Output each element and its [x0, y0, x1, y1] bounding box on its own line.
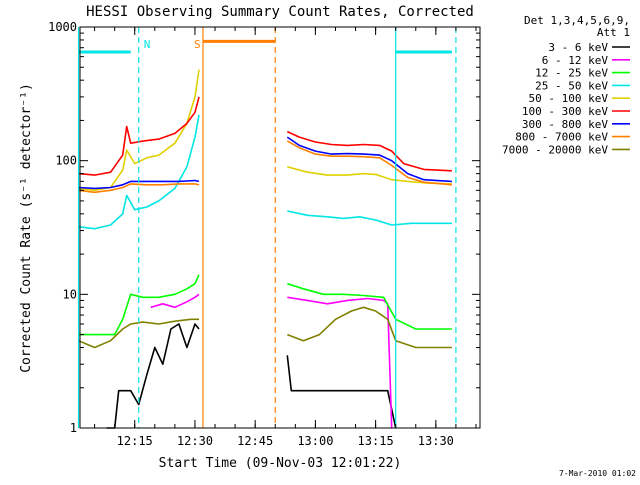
x-tick-label: 13:30	[418, 434, 454, 448]
series-trace	[78, 96, 200, 176]
legend-entry-label: 7000 - 20000 keV	[502, 143, 608, 156]
series-trace	[287, 282, 452, 330]
y-tick-label: 1000	[48, 20, 77, 34]
marker-label: S	[194, 38, 201, 51]
legend-header: Att 1	[597, 26, 630, 39]
x-tick-label: 12:15	[117, 434, 153, 448]
series-trace	[286, 136, 452, 183]
legend-entry-label: 6 - 12 keV	[542, 54, 609, 67]
legend-entry-label: 50 - 100 keV	[529, 92, 609, 105]
series-trace	[286, 130, 452, 172]
x-tick-label: 12:45	[237, 434, 273, 448]
plot-frame	[79, 26, 481, 429]
x-tick-label: 13:15	[358, 434, 394, 448]
legend-entry-label: 12 - 25 keV	[535, 67, 608, 80]
y-axis-label: Corrected Count Rate (s⁻¹ detector⁻¹)	[19, 83, 34, 373]
series-trace	[287, 210, 452, 226]
series-trace	[287, 166, 452, 185]
series-trace	[106, 323, 200, 429]
x-tick-label: 12:30	[177, 434, 213, 448]
series-trace	[78, 318, 199, 349]
series-trace	[150, 293, 200, 309]
series-trace	[78, 114, 200, 230]
legend-entry-label: 100 - 300 keV	[522, 105, 608, 118]
y-tick-label: 1	[70, 421, 77, 435]
render-timestamp: 7-Mar-2010 01:02	[559, 469, 636, 478]
series-trace	[78, 183, 200, 194]
series-trace	[286, 355, 397, 429]
chart-title: HESSI Observing Summary Count Rates, Cor…	[86, 4, 474, 20]
legend-entry-label: 25 - 50 keV	[535, 79, 608, 92]
legend-entry-label: 800 - 7000 keV	[515, 131, 608, 144]
marker-label: N	[144, 38, 151, 51]
y-tick-label: 10	[63, 287, 77, 301]
legend-header: Det 1,3,4,5,6,9,	[524, 14, 630, 27]
series-trace	[286, 140, 452, 186]
legend-entry-label: 300 - 800 keV	[522, 118, 608, 131]
series-trace	[78, 274, 200, 336]
y-tick-label: 100	[55, 154, 77, 168]
series-trace	[287, 306, 452, 349]
legend-entry-label: 3 - 6 keV	[548, 41, 608, 54]
axes-layer: 1 10 100 1000 12:15 12:30 12:45 13:00 13:15 13:30	[48, 20, 480, 448]
x-tick-label: 13:00	[297, 434, 333, 448]
x-axis-label: Start Time (09-Nov-03 12:01:22)	[159, 456, 402, 471]
